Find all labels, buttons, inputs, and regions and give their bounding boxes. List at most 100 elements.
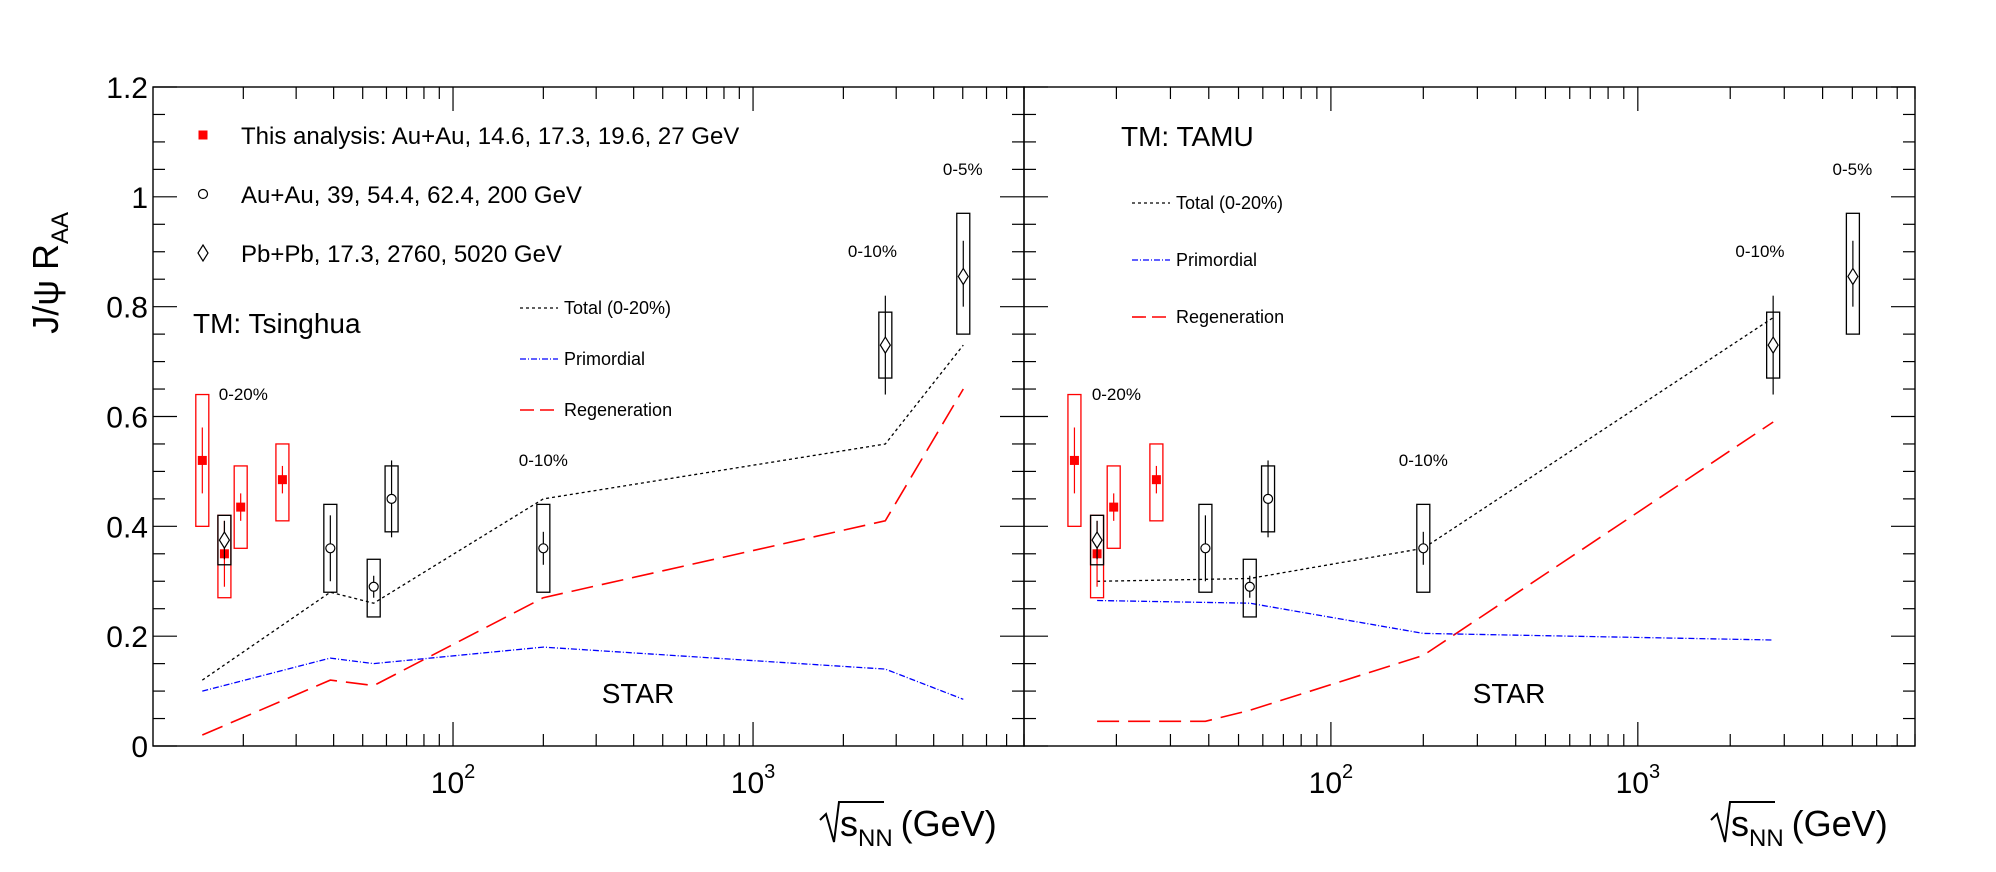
regeneration-legend-label: Regeneration (564, 400, 672, 420)
centrality-label: 0-20% (1092, 385, 1141, 404)
data-point (1200, 543, 1211, 554)
y-tick-label: 0.2 (106, 621, 148, 654)
systematic-box (1067, 393, 1082, 527)
primordial-curve (1097, 599, 1774, 641)
legend-label: Pb+Pb, 17.3, 2760, 5020 GeV (241, 241, 562, 268)
x-tick-label: 102 (1309, 761, 1354, 800)
data-point (1109, 502, 1119, 512)
data-point (879, 335, 892, 355)
systematic-box (1845, 212, 1861, 335)
x-tick-exp: 3 (1649, 761, 1660, 783)
centrality-label: 0-20% (219, 385, 268, 404)
centrality-label: 0-10% (1735, 242, 1784, 261)
data-point (368, 581, 379, 592)
systematic-box (366, 558, 381, 618)
systematic-box (536, 503, 551, 593)
data-point (325, 543, 336, 554)
data-point (277, 475, 287, 485)
systematic-box (1089, 514, 1105, 566)
data-point (1847, 267, 1859, 286)
primordial-legend-label: Primordial (1176, 250, 1257, 270)
svg-text:J/ψ RAA: J/ψ RAA (25, 212, 74, 334)
star-label: STAR (1473, 678, 1546, 709)
data-point (197, 455, 207, 465)
x-tick-exp: 3 (764, 761, 775, 783)
centrality-label: 0-10% (1399, 451, 1448, 470)
data-point (1262, 493, 1274, 504)
plot-frame (1023, 86, 1916, 747)
y-axis-title: J/ψ RAA (25, 212, 74, 334)
x-tick-base: 10 (431, 767, 464, 800)
y-tick-label: 0 (131, 731, 148, 764)
primordial-legend-label: Primordial (564, 349, 645, 369)
data-point (1244, 581, 1255, 592)
y-tick-label: 1 (131, 182, 148, 215)
sqrt-sign (1710, 801, 1775, 843)
centrality-label: 0-10% (519, 451, 568, 470)
x-axis-title-unit: (GeV) (1792, 803, 1888, 844)
systematic-box (323, 503, 338, 593)
data-point (218, 530, 231, 550)
model-title: TM: TAMU (1121, 121, 1254, 152)
x-axis-title-unit: (GeV) (901, 803, 997, 844)
x-tick-base: 10 (1309, 767, 1342, 800)
x-tick-base: 10 (731, 767, 764, 800)
x-tick-label: 102 (431, 761, 476, 800)
total-curve (201, 344, 964, 681)
data-point (1767, 335, 1779, 355)
total-legend-label: Total (0-20%) (564, 298, 671, 318)
y-tick-label: 0.8 (106, 292, 148, 325)
x-tick-exp: 2 (1342, 761, 1353, 783)
systematic-box (956, 212, 971, 335)
data-point (1151, 475, 1161, 485)
y-tick-label: 1.2 (106, 72, 148, 105)
systematic-box (1242, 558, 1257, 618)
x-axis-title: sNN (GeV) (1731, 803, 1888, 852)
y-tick-label: 0.6 (106, 402, 148, 435)
legend-marker (197, 243, 209, 263)
systematic-box (1106, 465, 1121, 549)
star-label: STAR (602, 678, 675, 709)
x-tick-exp: 2 (464, 761, 475, 783)
regeneration-curve (201, 388, 964, 736)
x-tick-base: 10 (1616, 767, 1649, 800)
y-axis-title-sub: AA (47, 212, 74, 244)
x-axis-title: sNN (GeV) (840, 803, 997, 852)
x-axis-title-main: s (1731, 803, 1749, 844)
data-point (1091, 530, 1103, 550)
x-axis-title-sub: NN (1749, 825, 1784, 852)
x-axis-title-sub: NN (858, 825, 893, 852)
systematic-box (1198, 503, 1213, 593)
systematic-box (195, 393, 210, 527)
systematic-box (233, 465, 248, 549)
data-point (236, 502, 246, 512)
primordial-curve (202, 646, 964, 700)
legend-label: This analysis: Au+Au, 14.6, 17.3, 19.6, … (241, 123, 739, 150)
data-point (1418, 543, 1429, 554)
y-axis-title-main: J/ψ R (25, 244, 66, 334)
model-title: TM: Tsinghua (193, 308, 361, 339)
regeneration-curve (1097, 421, 1774, 723)
centrality-label: 0-10% (848, 242, 897, 261)
x-tick-label: 103 (731, 761, 776, 800)
sqrt-sign (819, 801, 884, 843)
systematic-box (217, 514, 232, 566)
total-legend-label: Total (0-20%) (1176, 193, 1283, 213)
y-tick-label: 0.4 (106, 511, 148, 544)
data-point (386, 493, 397, 504)
legend-marker (198, 130, 208, 140)
legend-label: Au+Au, 39, 54.4, 62.4, 200 GeV (241, 182, 582, 209)
legend-marker (197, 188, 209, 200)
systematic-box (1149, 443, 1164, 522)
systematic-box (275, 443, 290, 522)
regeneration-legend-label: Regeneration (1176, 307, 1284, 327)
data-point (1069, 455, 1079, 465)
x-axis-title-main: s (840, 803, 858, 844)
total-curve (1097, 317, 1774, 582)
x-tick-label: 103 (1616, 761, 1661, 800)
centrality-label: 0-5% (943, 160, 983, 179)
systematic-box (1416, 503, 1431, 593)
